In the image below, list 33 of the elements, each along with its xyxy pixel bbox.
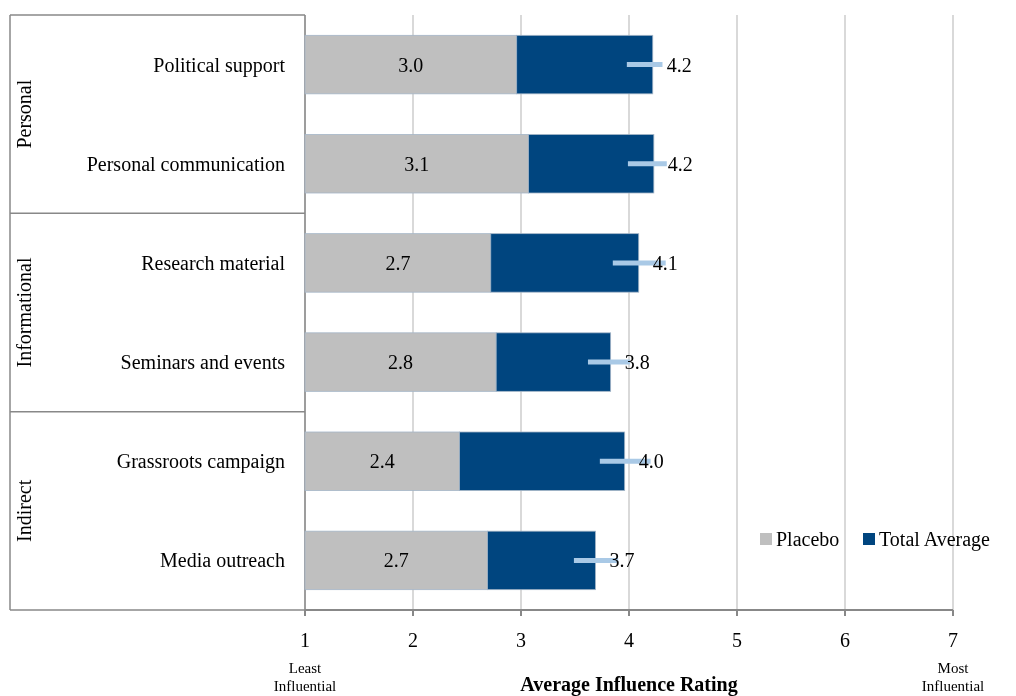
text: Most Influential: [921, 660, 985, 694]
total-label: 4.0: [638, 450, 664, 473]
x-tick-label: 3: [516, 629, 526, 651]
y-tick-label: Political support: [153, 53, 286, 77]
x-axis-title: Average Influence Rating: [520, 673, 738, 696]
y-tick-label: Grassroots campaign: [116, 450, 285, 474]
total-label: 4.1: [652, 251, 678, 274]
y-tick-label: Media outreach: [160, 549, 285, 572]
legend-label: Total Average: [879, 528, 991, 551]
x-tick-label: 4: [624, 629, 634, 651]
legend-label: Placebo: [776, 528, 840, 550]
text: Informational: [13, 257, 35, 368]
total-label: 3.8: [624, 351, 650, 374]
x-tick-label: 2: [408, 629, 418, 651]
data-label: 2.4: [369, 450, 395, 473]
data-label: 2.7: [385, 251, 411, 274]
x-tick-label: 5: [732, 629, 742, 651]
y-tick-label: Personal communication: [86, 152, 285, 175]
text: Indirect: [13, 479, 35, 542]
y-tick-label: Research material: [141, 251, 286, 274]
total-label: 3.7: [609, 549, 635, 572]
data-label: 3.1: [404, 152, 430, 175]
x-tick-label: 7: [948, 629, 958, 651]
data-label: 2.7: [383, 549, 409, 572]
data-label: 2.8: [388, 351, 414, 374]
x-tick-label: 1: [300, 629, 310, 651]
y-tick-label: Seminars and events: [120, 351, 286, 374]
text: Personal: [13, 79, 35, 149]
data-label: 3.0: [398, 53, 424, 76]
total-label: 4.2: [666, 53, 692, 76]
total-label: 4.2: [667, 152, 693, 175]
x-tick-label: 6: [840, 629, 850, 651]
text: Least Influential: [273, 660, 337, 694]
